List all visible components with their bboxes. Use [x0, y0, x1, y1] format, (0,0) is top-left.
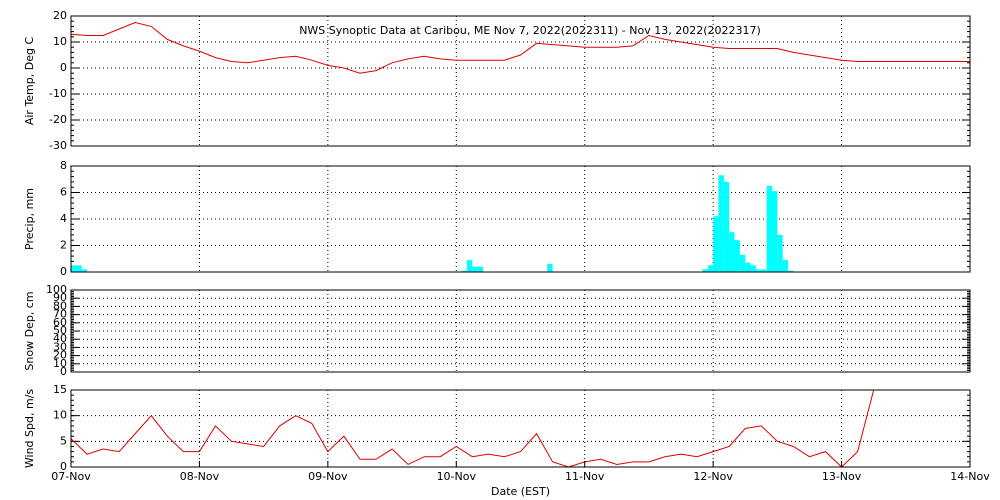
y-tick-label: -10	[49, 87, 67, 100]
y-axis-label: Precip, mm	[23, 188, 36, 250]
plot-frame	[70, 389, 971, 468]
y-axis-label: Air Temp, Deg C	[23, 37, 36, 126]
y-tick-label: 30	[53, 340, 67, 353]
y-tick-label: 0	[60, 61, 67, 74]
y-tick-label: -30	[49, 139, 67, 152]
chart-title: NWS Synoptic Data at Caribou, ME Nov 7, …	[299, 24, 761, 37]
x-tick-label: 13-Nov	[822, 470, 862, 483]
bar	[477, 266, 484, 272]
y-tick-label: 40	[53, 332, 67, 345]
bar	[755, 269, 762, 272]
bar	[782, 260, 789, 272]
y-tick-label: 8	[60, 159, 67, 172]
bar	[729, 232, 735, 272]
bar	[466, 260, 473, 272]
y-tick-label: 5	[60, 434, 67, 447]
y-tick-label: 10	[53, 35, 67, 48]
x-tick-label: 12-Nov	[693, 470, 733, 483]
y-tick-label: 70	[53, 308, 67, 321]
bar	[718, 175, 724, 272]
y-tick-label: 10	[53, 357, 67, 370]
y-tick-label: -20	[49, 113, 67, 126]
y-tick-label: 15	[53, 383, 67, 396]
y-tick-label: 2	[60, 239, 67, 252]
bar	[702, 269, 708, 272]
y-tick-label: 90	[53, 291, 67, 304]
bar	[750, 265, 756, 272]
data-line	[70, 389, 875, 468]
bar	[472, 266, 478, 272]
y-axis-label: Snow Dep, cm	[23, 291, 36, 370]
bar	[547, 264, 553, 272]
x-tick-label: 11-Nov	[565, 470, 605, 483]
x-tick-label: 14-Nov	[950, 470, 990, 483]
bar	[81, 269, 88, 272]
y-tick-label: 0	[60, 265, 67, 278]
y-tick-label: 4	[60, 212, 67, 225]
x-tick-label: 10-Nov	[437, 470, 477, 483]
y-tick-label: 50	[53, 324, 67, 337]
bar	[766, 185, 773, 272]
y-tick-label: 100	[46, 283, 67, 296]
x-tick-label: 07-Nov	[51, 470, 91, 483]
bar	[723, 181, 730, 272]
y-tick-label: 0	[60, 365, 67, 378]
bar	[745, 262, 751, 272]
y-tick-label: 80	[53, 299, 67, 312]
plot-frame	[70, 15, 971, 147]
bar	[739, 254, 746, 272]
bar	[71, 265, 77, 272]
y-tick-label: 20	[53, 9, 67, 22]
y-tick-label: 10	[53, 409, 67, 422]
bar	[788, 270, 794, 272]
bar	[76, 265, 82, 272]
y-tick-label: 60	[53, 316, 67, 329]
bar	[761, 269, 767, 272]
y-tick-label: 20	[53, 349, 67, 362]
plot-frame	[70, 289, 971, 373]
data-line	[70, 21, 970, 74]
x-axis-label: Date (EST)	[491, 485, 550, 498]
x-tick-label: 09-Nov	[308, 470, 348, 483]
y-tick-label: 6	[60, 186, 67, 199]
y-tick-label: 0	[60, 460, 67, 473]
y-axis-label: Wind Spd, m/s	[23, 389, 36, 469]
bar	[461, 270, 467, 272]
bar	[734, 240, 740, 272]
bar	[777, 234, 783, 272]
x-tick-label: 08-Nov	[180, 470, 220, 483]
bar	[707, 265, 714, 272]
bar	[772, 191, 778, 272]
bar	[713, 216, 719, 272]
plot-frame	[70, 165, 971, 273]
